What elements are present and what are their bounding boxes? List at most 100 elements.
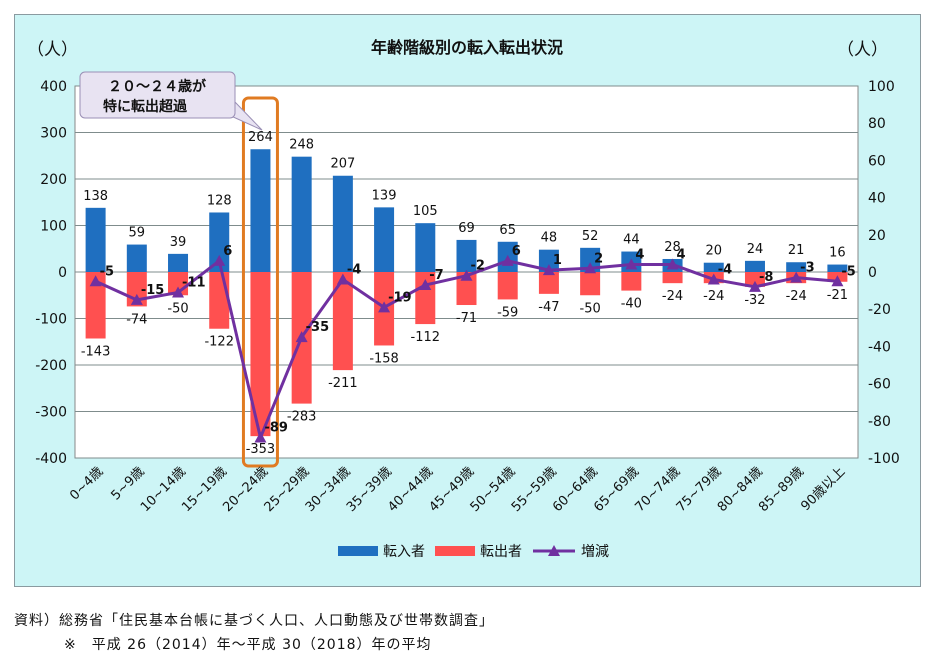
inflow-label: 21 <box>788 243 805 258</box>
outflow-label: -158 <box>369 351 399 366</box>
outflow-label: -24 <box>662 289 683 304</box>
outflow-bar <box>497 272 518 300</box>
net-change-point <box>295 331 308 343</box>
outflow-label: -59 <box>497 305 518 320</box>
net-change-point <box>336 273 349 285</box>
left-tick-label: 100 <box>40 219 67 235</box>
callout-line-1: ２０～２４歳が <box>108 78 207 95</box>
inflow-bar <box>85 207 106 272</box>
inflow-bar <box>126 244 147 272</box>
net-change-point <box>172 286 185 298</box>
category-label: 85~89歳 <box>756 464 807 515</box>
period-note: ※ 平成 26（2014）年～平成 30（2018）年の平均 <box>64 637 432 653</box>
net-change-point <box>89 275 102 287</box>
left-axis-unit: （人） <box>27 40 78 60</box>
outflow-label: -24 <box>703 289 724 304</box>
inflow-bar <box>580 247 601 272</box>
outflow-label: -112 <box>411 330 441 345</box>
net-change-point <box>748 280 761 292</box>
callout-box <box>79 71 236 119</box>
net-change-label: 6 <box>223 244 232 259</box>
outflow-label: -211 <box>328 376 358 391</box>
inflow-bar <box>250 149 271 272</box>
net-change-label: -11 <box>182 275 206 290</box>
net-change-point <box>584 262 597 274</box>
net-change-label: 4 <box>635 248 644 263</box>
net-change-point <box>542 264 555 276</box>
outflow-label: -32 <box>744 293 765 308</box>
net-change-point <box>460 269 473 281</box>
outflow-bar <box>580 272 601 296</box>
right-tick-label: 100 <box>868 79 895 95</box>
left-tick-label: 400 <box>40 79 67 95</box>
net-change-point <box>213 254 226 266</box>
inflow-bar <box>827 264 848 272</box>
left-tick-label: 300 <box>40 126 67 142</box>
inflow-label: 20 <box>705 244 722 259</box>
outflow-bar <box>332 272 353 371</box>
outflow-bar <box>85 272 106 339</box>
net-change-label: -89 <box>264 421 288 436</box>
net-change-point <box>831 275 844 287</box>
net-change-point <box>130 293 143 305</box>
net-change-label: -4 <box>718 262 732 277</box>
legend-swatch-outflow <box>435 546 475 556</box>
outflow-bar <box>209 272 230 329</box>
inflow-label: 138 <box>83 189 108 204</box>
net-change-label: -3 <box>800 261 814 276</box>
inflow-label: 128 <box>207 193 232 208</box>
net-change-label: 1 <box>553 253 562 268</box>
legend-label-net: 増減 <box>581 543 609 560</box>
net-change-label: -7 <box>429 268 443 283</box>
inflow-label: 65 <box>499 223 516 238</box>
inflow-label: 59 <box>129 226 146 241</box>
inflow-label: 264 <box>248 130 273 145</box>
outflow-bar <box>621 272 642 291</box>
outflow-label: -47 <box>538 300 559 315</box>
inflow-label: 52 <box>582 229 599 244</box>
legend-label-outflow: 転出者 <box>480 544 522 560</box>
source-note: 資料）総務省「住民基本台帳に基づく人口、人口動態及び世帯数調査」 <box>14 613 494 629</box>
age-migration-chart: 4003002001000-100-200-300-40010080604020… <box>27 38 900 560</box>
inflow-bar <box>374 207 395 272</box>
net-change-label: -19 <box>388 290 412 305</box>
net-change-point <box>254 431 267 443</box>
outflow-label: -50 <box>580 301 601 316</box>
left-tick-label: 200 <box>40 172 67 188</box>
net-change-label: -5 <box>841 264 855 279</box>
inflow-label: 39 <box>170 235 187 250</box>
net-change-point <box>790 271 803 283</box>
net-change-label: 4 <box>677 248 686 263</box>
legend-swatch-inflow <box>338 546 378 556</box>
net-change-point <box>419 279 432 291</box>
net-change-point <box>501 254 514 266</box>
outflow-label: -283 <box>287 410 317 425</box>
outflow-label: -143 <box>81 344 111 359</box>
inflow-bar <box>209 212 230 272</box>
outflow-label: -50 <box>167 301 188 316</box>
inflow-bar <box>291 156 312 272</box>
outflow-label: -71 <box>456 311 477 326</box>
outflow-bar <box>744 272 765 287</box>
right-tick-label: -80 <box>868 414 891 430</box>
net-change-label: -8 <box>759 270 773 285</box>
outflow-label: -74 <box>126 312 147 327</box>
chart-container: 400 300 200 100 0 -100 -200 -300 -400 100 80 60 40 20… <box>14 14 921 587</box>
outflow-label: -40 <box>621 297 642 312</box>
net-change-label: 6 <box>512 244 521 259</box>
legend-swatch-net-marker <box>548 545 560 556</box>
inflow-bar <box>415 223 436 272</box>
inflow-bar <box>744 260 765 272</box>
inflow-label: 48 <box>541 231 558 246</box>
net-change-label: -2 <box>471 259 485 274</box>
net-change-point <box>666 258 679 270</box>
inflow-label: 139 <box>372 188 397 203</box>
inflow-bar <box>703 262 724 272</box>
inflow-label: 44 <box>623 233 640 248</box>
outflow-label: -122 <box>204 335 234 350</box>
inflow-bar <box>786 262 807 272</box>
outflow-label: -21 <box>827 288 848 303</box>
left-tick-label: -100 <box>35 312 67 328</box>
callout-line-2: 特に転出超過 <box>103 98 188 115</box>
inflow-label: 69 <box>458 221 475 236</box>
